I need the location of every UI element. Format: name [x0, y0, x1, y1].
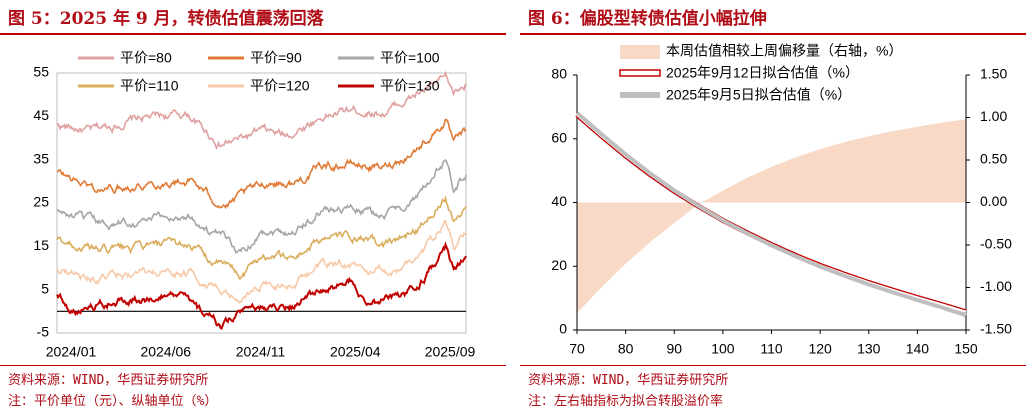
- x-tick-label: 2025/09: [425, 344, 476, 360]
- series-line: [56, 118, 467, 210]
- y-tick-label: 5: [41, 280, 49, 296]
- x-tick-label: 70: [569, 341, 585, 357]
- figure-6-title: 图 6：偏股型转债估值小幅拉伸: [528, 9, 767, 29]
- right-y-tick-label: 1.50: [980, 66, 1007, 82]
- figure-5-title: 图 5：2025 年 9 月，转债估值震荡回落: [8, 9, 324, 29]
- left-y-tick-label: 80: [551, 66, 567, 82]
- left-y-tick-label: 60: [551, 129, 567, 145]
- series-line: [56, 158, 467, 254]
- plot-frame: [56, 72, 467, 334]
- left-y-tick-label: 0: [559, 321, 567, 337]
- figure-5-chart: -5 5 15 25 35 45 55 2024/01 2024/06 2024/11 2025/0…: [33, 50, 476, 360]
- left-y-tick-label: 20: [551, 257, 567, 273]
- x-tick-label: 120: [808, 341, 832, 357]
- legend-label: 平价=110: [120, 78, 179, 94]
- x-tick-label: 130: [857, 341, 881, 357]
- x-tick-label: 110: [760, 341, 783, 357]
- x-tick-label: 2024/01: [46, 344, 97, 360]
- legend-label: 平价=100: [380, 50, 440, 66]
- legend-label: 平价=130: [380, 78, 440, 94]
- right-y-tick-label: -0.50: [980, 236, 1012, 252]
- right-y-tick-label: -1.50: [980, 321, 1012, 337]
- right-y-tick-label: 1.00: [980, 108, 1007, 124]
- right-y-tick-label: -1.00: [980, 278, 1012, 294]
- figure-6-source: 资料来源：WIND，华西证券研究所: [528, 373, 729, 388]
- x-tick-label: 90: [666, 341, 682, 357]
- figure-5-source: 资料来源：WIND，华西证券研究所: [8, 373, 209, 388]
- y-tick-label: 35: [33, 150, 49, 166]
- figure-5-note: 注：平价单位（元）、纵轴单位（%）: [8, 394, 218, 409]
- x-tick-label: 150: [954, 341, 978, 357]
- x-tick-label: 100: [711, 341, 735, 357]
- x-tick-label: 2025/04: [330, 344, 381, 360]
- series-line: [56, 219, 467, 304]
- y-tick-label: -5: [37, 324, 50, 340]
- figure-6-title-rule: [520, 33, 1026, 35]
- legend-label-area: 本周估值相较上周偏移量（右轴，%）: [666, 43, 902, 59]
- series-line: [56, 70, 467, 151]
- series-line: [56, 195, 467, 281]
- y-tick-label: 25: [33, 194, 49, 210]
- sep5-curve: [575, 111, 967, 318]
- figure-5-bottom-rule: [0, 365, 506, 366]
- right-y-tick-label: 0.00: [980, 193, 1007, 209]
- figure-6-bottom-rule: [520, 365, 1026, 366]
- legend-swatch-area: [620, 45, 660, 59]
- offset-area: [577, 119, 966, 313]
- y-tick-label: 15: [33, 237, 49, 253]
- legend-swatch-sep12: [619, 69, 661, 77]
- x-tick-label: 80: [618, 341, 634, 357]
- figure-6-panel: 图 6：偏股型转债估值小幅拉伸 0 20 40 60 80 1.50 1.00 0.50 0.0…: [520, 0, 1032, 414]
- series-line: [56, 241, 467, 330]
- x-tick-label: 2024/11: [236, 344, 286, 360]
- legend-label: 平价=90: [250, 50, 302, 66]
- y-tick-label: 45: [33, 107, 49, 123]
- legend-label-sep12: 2025年9月12日拟合估值（%）: [666, 65, 859, 81]
- left-y-tick-label: 40: [551, 193, 567, 209]
- y-tick-label: 55: [33, 64, 49, 80]
- right-y-tick-label: 0.50: [980, 151, 1007, 167]
- figure-5-panel: 图 5：2025 年 9 月，转债估值震荡回落 -5 5 15 25 35 45 55 202…: [0, 9, 506, 409]
- legend-label: 平价=120: [250, 78, 310, 94]
- legend-swatch-sep5: [620, 92, 660, 98]
- figure-5-title-rule: [0, 33, 506, 35]
- x-tick-label: 2024/06: [140, 344, 191, 360]
- x-tick-label: 140: [906, 341, 930, 357]
- legend-label-sep5: 2025年9月5日拟合估值（%）: [666, 87, 851, 103]
- legend-label: 平价=80: [120, 50, 172, 66]
- figure-6-chart: 0 20 40 60 80 1.50 1.00 0.50 0.00 -0.50 -1.00 -1.50…: [551, 43, 1012, 357]
- figure-6-note: 注：左右轴指标为拟合转股溢价率: [528, 394, 724, 409]
